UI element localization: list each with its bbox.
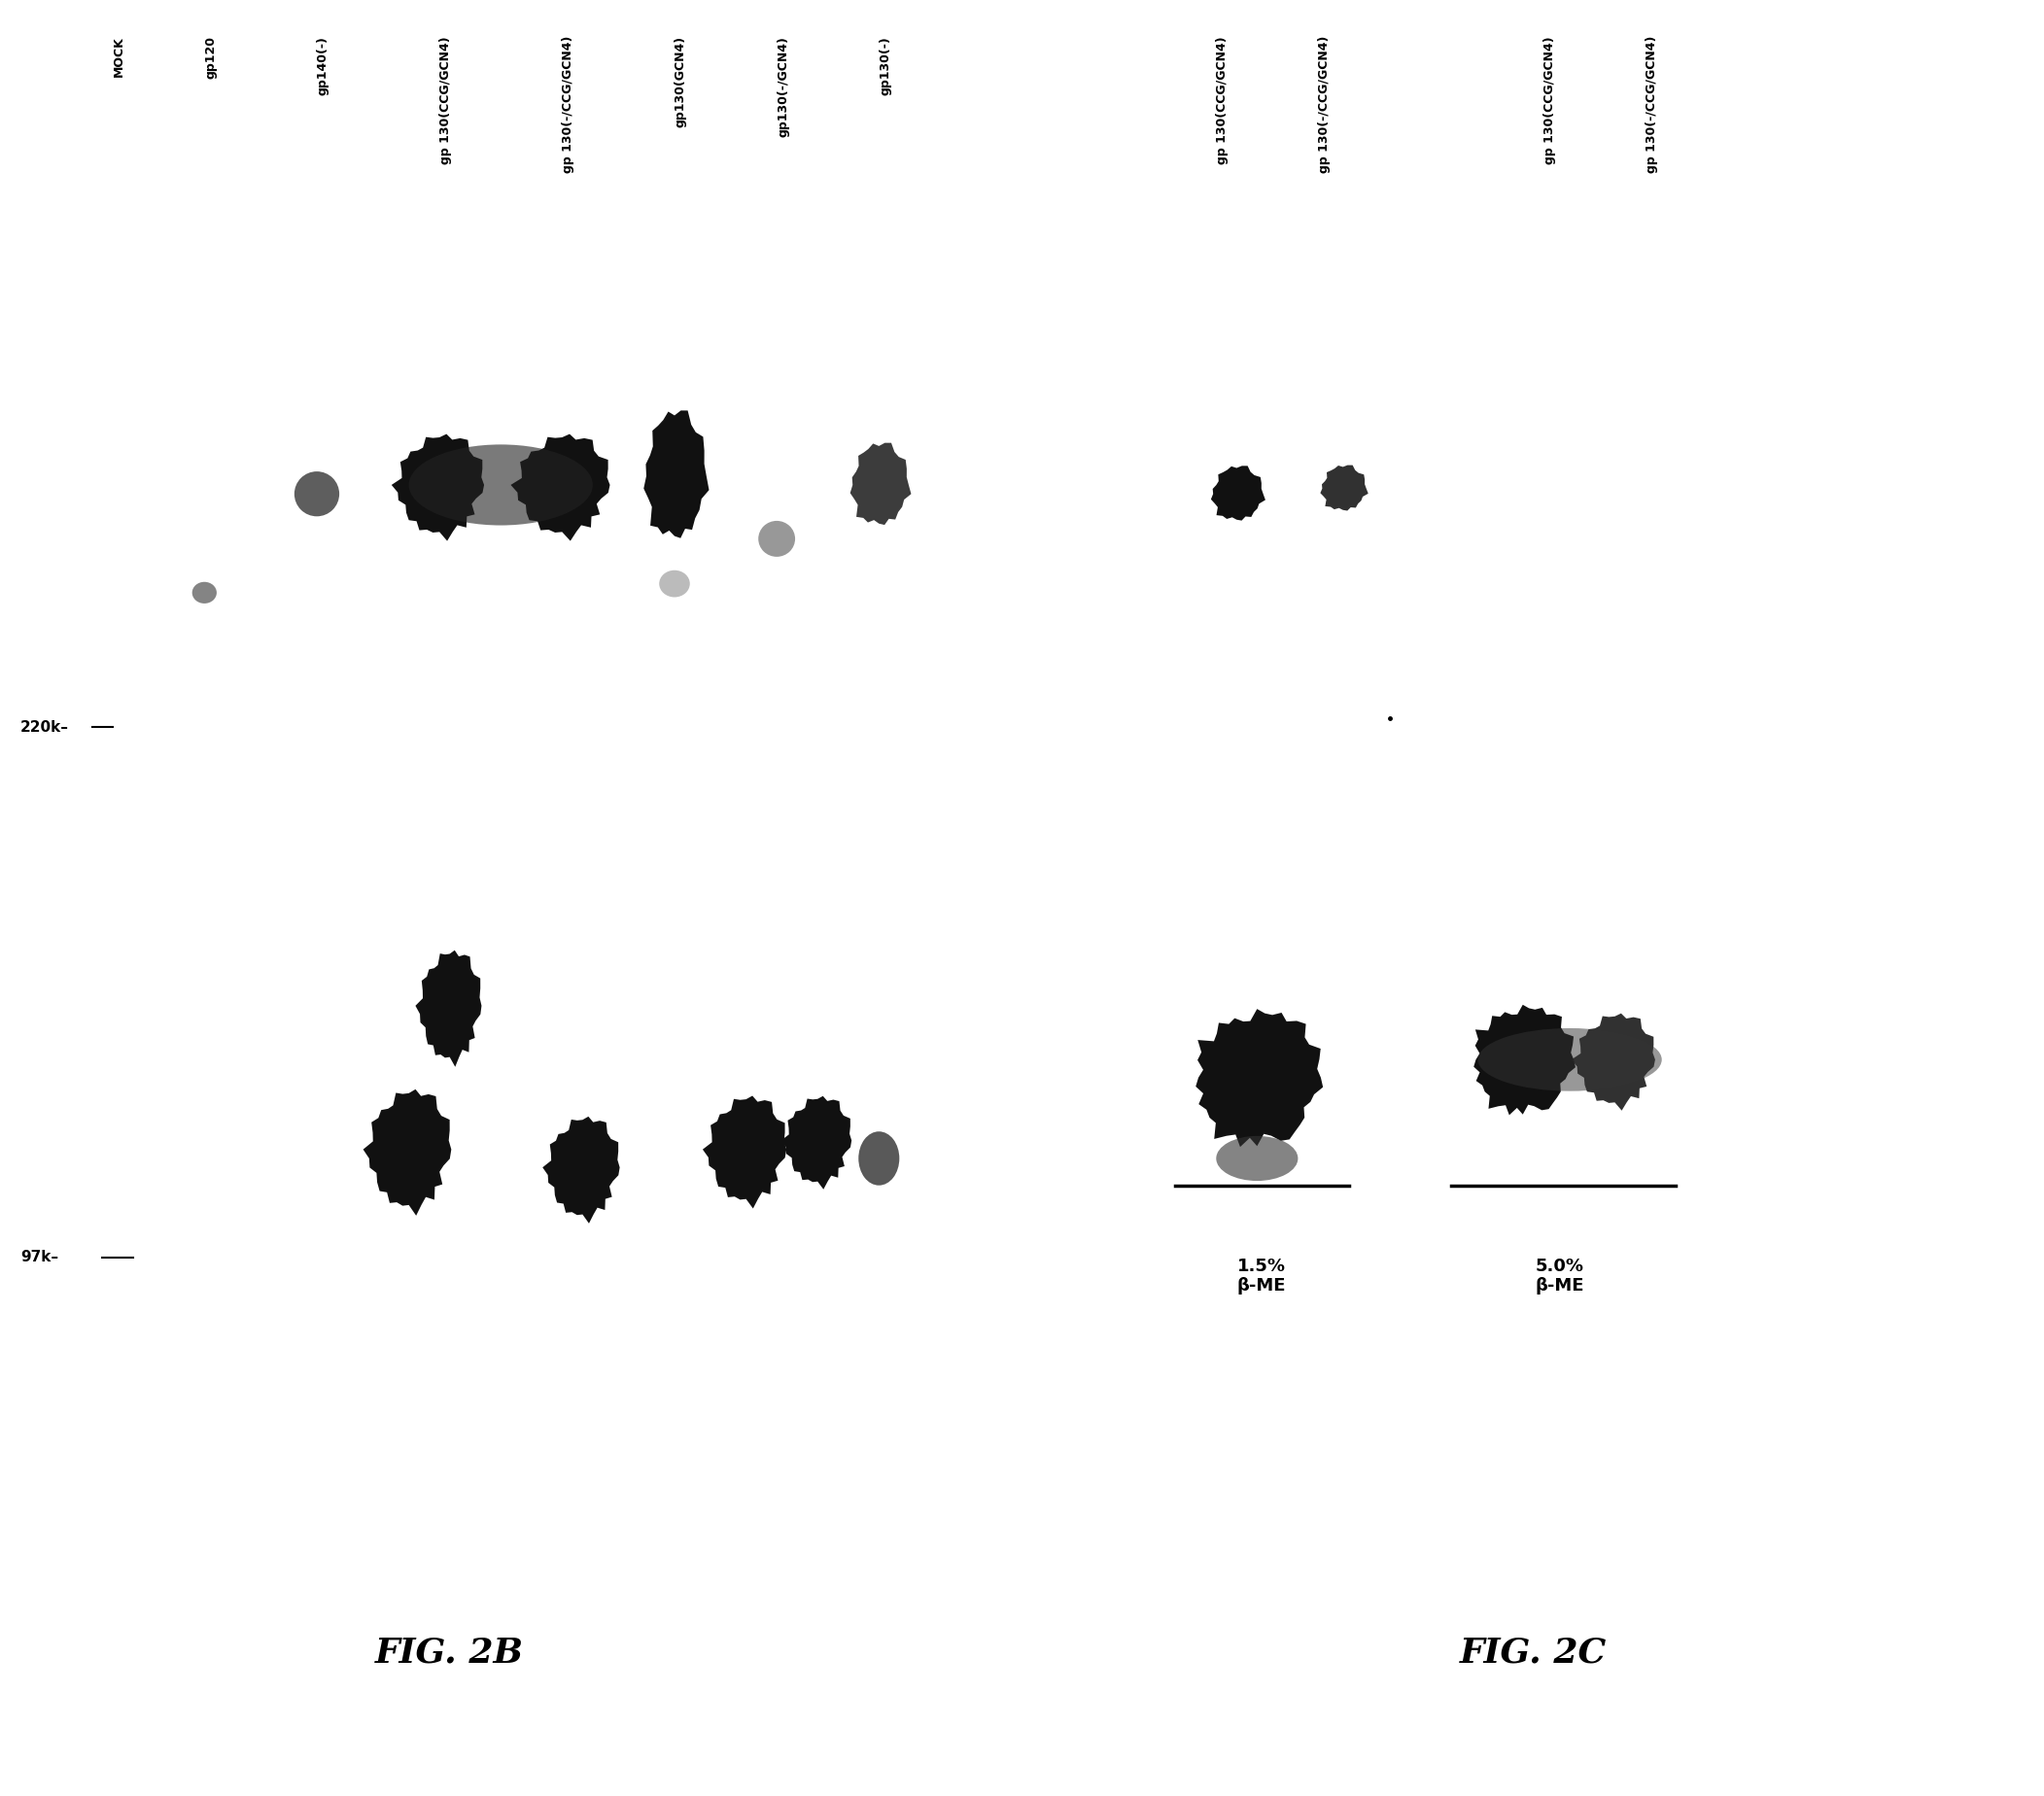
Text: FIG. 2C: FIG. 2C [1459, 1636, 1607, 1668]
Ellipse shape [409, 445, 593, 524]
Text: gp130(GCN4): gp130(GCN4) [675, 36, 687, 128]
Polygon shape [542, 1117, 619, 1223]
Text: gp130(-): gp130(-) [879, 36, 891, 95]
Polygon shape [781, 1096, 852, 1189]
Polygon shape [850, 444, 912, 524]
Text: gp 130(CCG/GCN4): gp 130(CCG/GCN4) [1216, 36, 1228, 163]
Polygon shape [1474, 1004, 1576, 1115]
Ellipse shape [1216, 1135, 1298, 1182]
Polygon shape [644, 411, 709, 539]
Text: FIG. 2B: FIG. 2B [376, 1636, 523, 1668]
Text: 5.0%
β-ME: 5.0% β-ME [1535, 1257, 1584, 1295]
Ellipse shape [1478, 1027, 1662, 1090]
Polygon shape [1210, 465, 1265, 521]
Text: 220k–: 220k– [20, 720, 69, 735]
Text: gp 130(-/CCG/GCN4): gp 130(-/CCG/GCN4) [1318, 36, 1331, 174]
Polygon shape [415, 950, 482, 1067]
Text: gp130(-/GCN4): gp130(-/GCN4) [777, 36, 789, 136]
Ellipse shape [758, 521, 795, 557]
Polygon shape [703, 1096, 787, 1209]
Text: gp120: gp120 [204, 36, 217, 79]
Ellipse shape [858, 1131, 899, 1185]
Polygon shape [1196, 1009, 1322, 1148]
Ellipse shape [294, 472, 339, 517]
Text: MOCK: MOCK [112, 36, 125, 77]
Text: 97k–: 97k– [20, 1250, 59, 1264]
Text: gp140(-): gp140(-) [317, 36, 329, 95]
Text: gp 130(-/CCG/GCN4): gp 130(-/CCG/GCN4) [562, 36, 574, 174]
Polygon shape [392, 435, 484, 541]
Polygon shape [511, 435, 609, 541]
Ellipse shape [658, 571, 691, 596]
Polygon shape [1572, 1013, 1656, 1110]
Polygon shape [364, 1090, 452, 1216]
Text: gp 130(CCG/GCN4): gp 130(CCG/GCN4) [439, 36, 452, 163]
Text: gp 130(CCG/GCN4): gp 130(CCG/GCN4) [1543, 36, 1555, 163]
Text: 1.5%
β-ME: 1.5% β-ME [1237, 1257, 1286, 1295]
Ellipse shape [192, 582, 217, 603]
Text: gp 130(-/CCG/GCN4): gp 130(-/CCG/GCN4) [1645, 36, 1658, 174]
Polygon shape [1320, 465, 1367, 510]
